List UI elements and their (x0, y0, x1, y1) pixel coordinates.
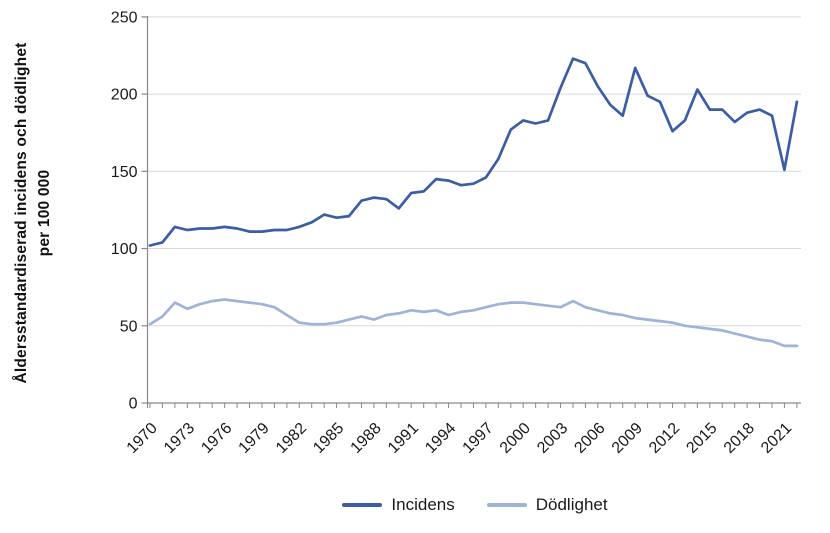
x-tick-label-1973: 1973 (161, 420, 198, 457)
legend-label-incidens: Incidens (391, 495, 455, 514)
incidens-line-swatch (342, 503, 383, 507)
series-line-ddlighet (148, 298, 799, 348)
y-tick-label-250: 250 (111, 9, 138, 26)
y-tick-label-100: 100 (111, 241, 138, 258)
x-tick-label-1979: 1979 (236, 420, 273, 457)
x-tick-label-1994: 1994 (422, 420, 459, 457)
legend: Incidens Dödlighet (150, 489, 800, 521)
x-tick-label-1976: 1976 (198, 420, 235, 457)
x-tick-label-1988: 1988 (348, 420, 385, 457)
x-tick-label-1991: 1991 (385, 420, 422, 457)
x-tick-label-1985: 1985 (310, 420, 347, 457)
y-tick-label-200: 200 (111, 87, 138, 104)
y-tick-label-50: 50 (120, 318, 138, 335)
x-tick-label-1982: 1982 (273, 420, 310, 457)
x-tick-label-2003: 2003 (534, 420, 571, 457)
x-tick-label-2018: 2018 (721, 420, 758, 457)
x-tick-label-2015: 2015 (683, 420, 720, 457)
x-tick-label-2006: 2006 (571, 420, 608, 457)
legend-item-incidens: Incidens (342, 495, 455, 515)
y-tick-label-0: 0 (129, 396, 138, 413)
dodlighet-line-swatch (486, 503, 527, 507)
series-line-incidens (148, 57, 799, 247)
x-tick-label-2009: 2009 (609, 420, 646, 457)
x-tick-label-1970: 1970 (124, 420, 161, 457)
x-tick-label-2012: 2012 (646, 420, 683, 457)
x-tick-label-1997: 1997 (460, 420, 497, 457)
y-tick-label-150: 150 (111, 164, 138, 181)
legend-label-dodlighet: Dödlighet (535, 495, 608, 514)
x-tick-label-2000: 2000 (497, 420, 534, 457)
legend-item-dodlighet: Dödlighet (486, 495, 608, 515)
x-tick-label-2021: 2021 (758, 420, 795, 457)
